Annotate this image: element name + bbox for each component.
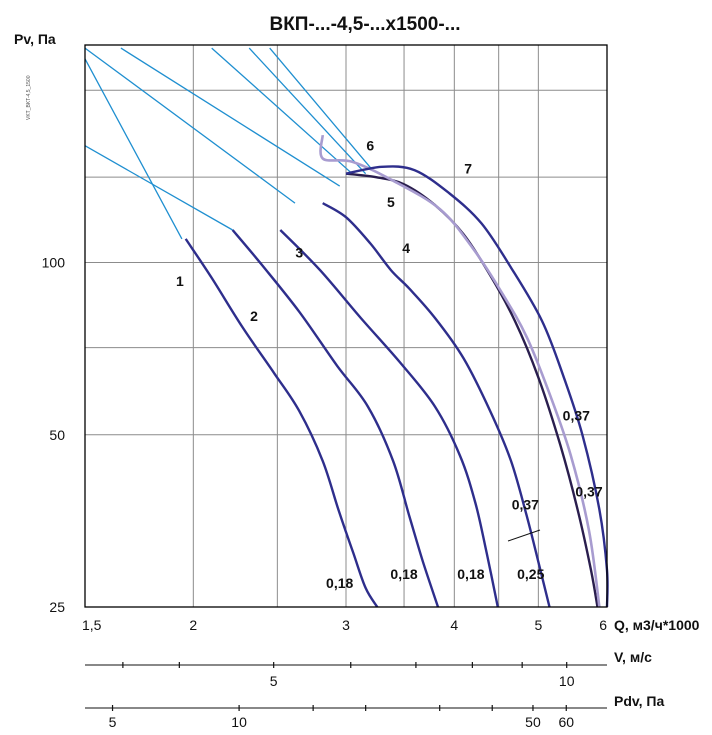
system-line-7 [269, 47, 374, 171]
dynamic-pressure-axis-tick-label: 10 [231, 714, 247, 730]
x-tick-labels: 1,5 2 3 4 5 6 [82, 617, 607, 633]
system-line-6 [248, 47, 367, 175]
power-label: 0,18 [457, 566, 484, 582]
fan-curve-6 [319, 134, 601, 608]
x-tick-label: 3 [342, 617, 350, 633]
x-axis-label: Q, м3/ч*1000 [614, 617, 700, 633]
velocity-axis: 5 10 V, м/с [85, 649, 652, 689]
system-line-2 [84, 145, 233, 231]
fan-curve-5 [345, 172, 599, 608]
dynamic-pressure-axis-label: Pdv, Па [614, 693, 664, 709]
side-code: VKT_BKT-4,5_1500 [26, 75, 32, 120]
curve-label-5: 5 [387, 194, 395, 210]
power-label: 0,37 [512, 497, 539, 513]
x-tick-label: 5 [534, 617, 542, 633]
system-line-1 [84, 58, 183, 240]
power-labels: 0,18 0,18 0,18 0,25 0,37 0,37 0,37 [326, 407, 603, 591]
system-lines [84, 47, 374, 240]
fan-curve-1 [184, 238, 379, 608]
x-tick-label: 6 [599, 617, 607, 633]
curve-label-6: 6 [366, 137, 374, 153]
fan-curve-2 [231, 229, 440, 608]
curve-label-7: 7 [464, 161, 472, 177]
y-tick-label: 50 [49, 427, 65, 443]
y-tick-label: 25 [49, 599, 65, 615]
y-axis-label: Pv, Па [14, 31, 56, 47]
velocity-axis-label: V, м/с [614, 649, 652, 665]
system-line-5 [211, 47, 353, 175]
curve-label-1: 1 [176, 273, 184, 289]
x-tick-label: 1,5 [82, 617, 102, 633]
x-tick-label: 2 [189, 617, 197, 633]
power-label: 0,37 [563, 407, 590, 423]
y-tick-label: 100 [42, 255, 66, 271]
plot-frame [84, 44, 608, 608]
leader-line [507, 529, 541, 542]
velocity-axis-tick-label: 5 [270, 673, 278, 689]
dynamic-pressure-axis-tick-label: 60 [558, 714, 574, 730]
power-label: 0,18 [326, 575, 353, 591]
system-line-4 [120, 47, 341, 187]
fan-curve-3 [279, 229, 499, 608]
y-tick-labels: 25 50 100 [42, 255, 66, 615]
curve-labels: 1 2 3 4 5 6 7 [176, 137, 472, 324]
dynamic-pressure-axis-tick-label: 5 [109, 714, 117, 730]
chart-title: ВКП-...-4,5-...х1500-... [269, 14, 460, 35]
power-label: 0,37 [575, 484, 602, 500]
system-line-3 [84, 47, 296, 204]
x-tick-label: 4 [450, 617, 458, 633]
curve-label-4: 4 [402, 240, 410, 256]
curve-label-3: 3 [295, 245, 303, 261]
velocity-axis-tick-label: 10 [559, 673, 575, 689]
fan-curves [184, 134, 609, 608]
dynamic-pressure-axis-tick-label: 50 [525, 714, 541, 730]
power-label: 0,18 [390, 566, 417, 582]
fan-curve-4 [322, 202, 551, 608]
curve-label-2: 2 [250, 308, 258, 324]
fan-curve-7 [345, 165, 609, 608]
dynamic-pressure-axis: 5 10 50 60 Pdv, Па [85, 693, 664, 730]
power-label: 0,25 [517, 566, 544, 582]
